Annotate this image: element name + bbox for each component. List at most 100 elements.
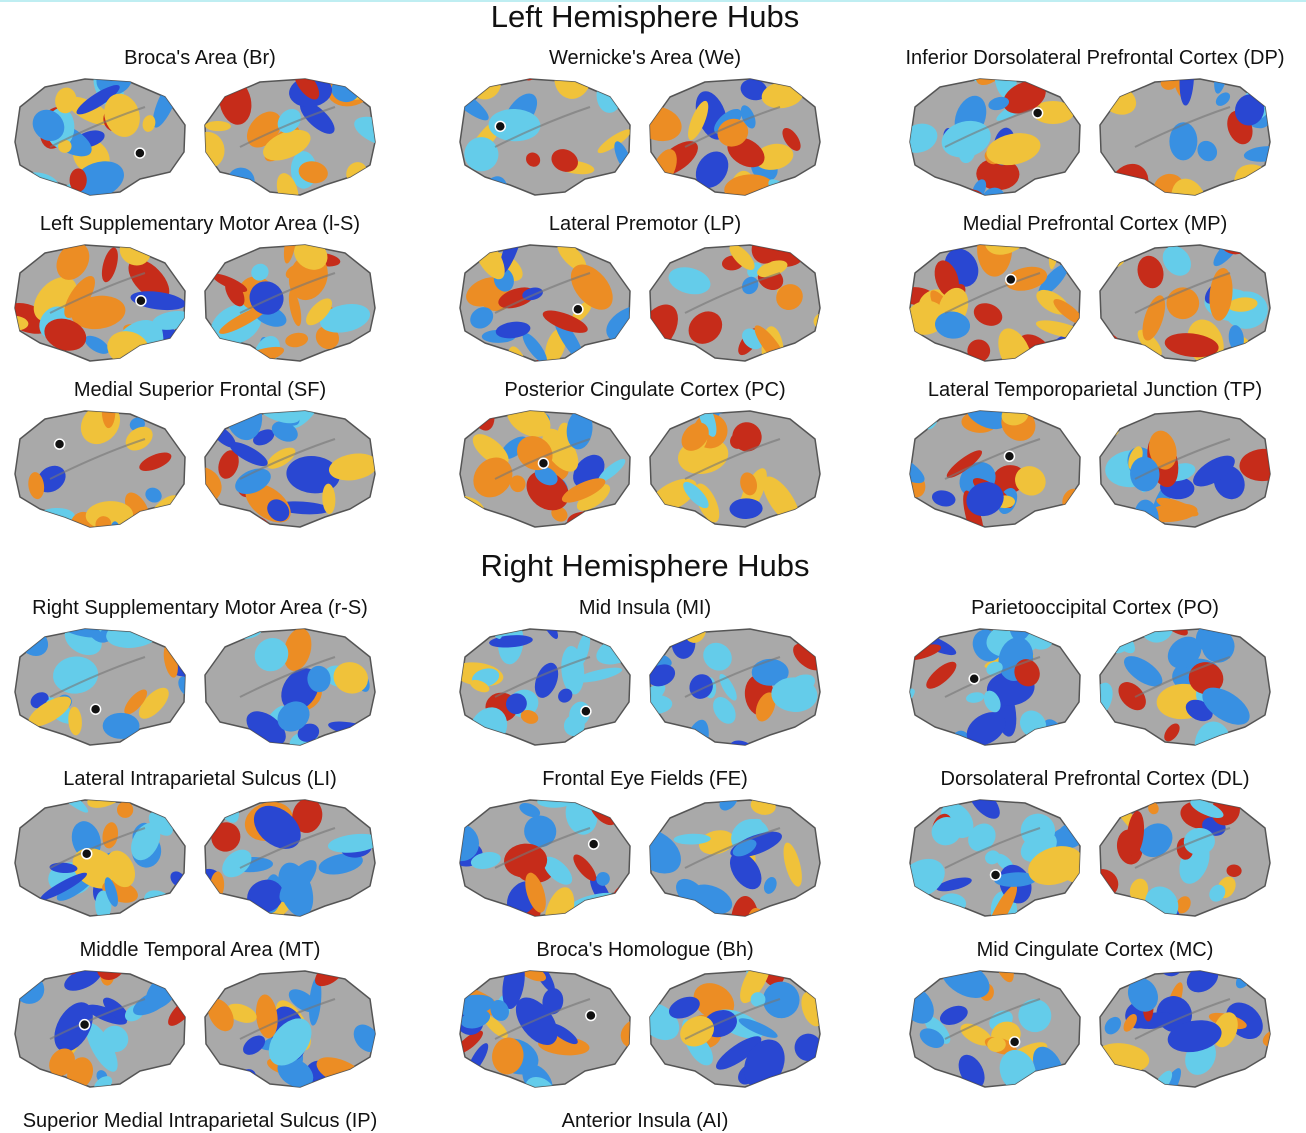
activation-blob <box>57 936 72 953</box>
activation-blob <box>1197 140 1218 162</box>
activation-blob <box>1138 823 1173 858</box>
activation-blob <box>318 853 363 875</box>
activation-blob <box>732 839 757 857</box>
activation-blob <box>345 1070 375 1085</box>
sulcus <box>494 272 591 314</box>
activation-blob <box>1171 178 1207 195</box>
activation-blob <box>1118 682 1146 711</box>
activation-blob <box>941 971 990 999</box>
sulcus <box>49 998 146 1040</box>
activation-blob <box>86 1004 127 1025</box>
brain <box>649 628 821 746</box>
activation-blob <box>506 411 551 437</box>
activation-blob <box>28 696 72 727</box>
sulcus <box>944 438 1041 480</box>
panel-label: Middle Temporal Area (MT) <box>80 939 321 961</box>
activation-blob <box>292 800 323 833</box>
activation-blob <box>139 452 172 472</box>
activation-blob <box>1123 1014 1137 1032</box>
activation-blob <box>285 332 309 348</box>
activation-map <box>1100 411 1270 527</box>
activation-blob <box>1148 430 1177 470</box>
activation-blob <box>294 79 320 100</box>
sulcus <box>1134 106 1231 148</box>
activation-blob <box>253 429 275 446</box>
activation-blob <box>133 989 172 1016</box>
activation-blob <box>328 453 375 481</box>
activation-blob <box>1239 448 1270 482</box>
activation-blob <box>327 833 375 853</box>
activation-blob <box>212 273 248 292</box>
activation-blob <box>910 182 931 194</box>
activation-blob <box>736 818 762 833</box>
brain <box>204 799 376 917</box>
activation-blob <box>263 129 311 161</box>
activation-blob <box>267 499 290 522</box>
sulcus <box>944 272 1041 314</box>
hub-marker <box>89 703 102 716</box>
activation-blob <box>740 472 758 496</box>
activation-blob <box>650 684 666 719</box>
hub-marker <box>1008 1036 1021 1048</box>
activation-blob <box>249 281 284 315</box>
activation-blob <box>119 245 151 266</box>
brain <box>1099 78 1271 196</box>
activation-blob <box>976 157 1020 191</box>
sulcus <box>684 106 781 148</box>
panel-label: Inferior Dorsolateral Prefrontal Cortex … <box>905 47 1284 69</box>
activation-blob <box>537 629 558 639</box>
activation-blob <box>504 843 548 878</box>
sulcus <box>944 656 1041 698</box>
activation-blob <box>776 284 803 311</box>
activation-blob <box>751 245 778 264</box>
activation-blob <box>124 689 148 715</box>
activation-blob <box>537 800 571 808</box>
activation-blob <box>1001 411 1029 426</box>
sulcus <box>684 656 781 698</box>
hub-marker <box>580 705 592 718</box>
activation-blob <box>1164 333 1219 358</box>
hub-marker <box>989 869 1002 881</box>
hub-marker <box>1005 273 1017 286</box>
activation-blob <box>277 1057 314 1087</box>
activation-blob <box>926 661 957 689</box>
activation-blob <box>960 1023 993 1046</box>
hub-marker <box>968 673 980 685</box>
brain <box>14 244 186 362</box>
activation-blob <box>1202 687 1250 725</box>
activation-blob <box>58 139 72 153</box>
activation-blob <box>251 263 269 281</box>
activation-blob <box>1167 636 1202 669</box>
panel-label: Parietooccipital Cortex (PO) <box>971 597 1219 619</box>
activation-blob <box>1179 79 1195 106</box>
brain <box>1099 410 1271 528</box>
activation-blob <box>936 877 972 892</box>
activation-blob <box>101 1025 129 1053</box>
panel-label: Broca's Homologue (Bh) <box>536 939 753 961</box>
activation-map <box>460 971 630 1087</box>
activation-blob <box>994 79 1017 99</box>
activation-blob <box>561 478 606 503</box>
section-title: Right Hemisphere Hubs <box>480 548 809 583</box>
activation-blob <box>15 315 29 331</box>
panel-label: Posterior Cingulate Cortex (PC) <box>504 379 785 401</box>
activation-blob <box>1121 179 1135 195</box>
activation-blob <box>1015 466 1046 496</box>
activation-blob <box>782 127 801 151</box>
sulcus <box>494 998 591 1040</box>
activation-blob <box>755 692 776 722</box>
activation-blob <box>729 498 763 519</box>
activation-blob <box>320 304 371 333</box>
activation-blob <box>1193 455 1235 487</box>
activation-blob <box>226 1003 257 1023</box>
activation-blob <box>1127 978 1158 1012</box>
brain <box>1099 799 1271 917</box>
activation-blob <box>526 470 569 511</box>
activation-blob <box>519 79 542 81</box>
activation-blob <box>754 143 794 170</box>
activation-blob <box>985 850 1000 865</box>
activation-blob <box>1214 79 1229 94</box>
activation-blob <box>576 484 611 511</box>
activation-blob <box>544 887 575 916</box>
